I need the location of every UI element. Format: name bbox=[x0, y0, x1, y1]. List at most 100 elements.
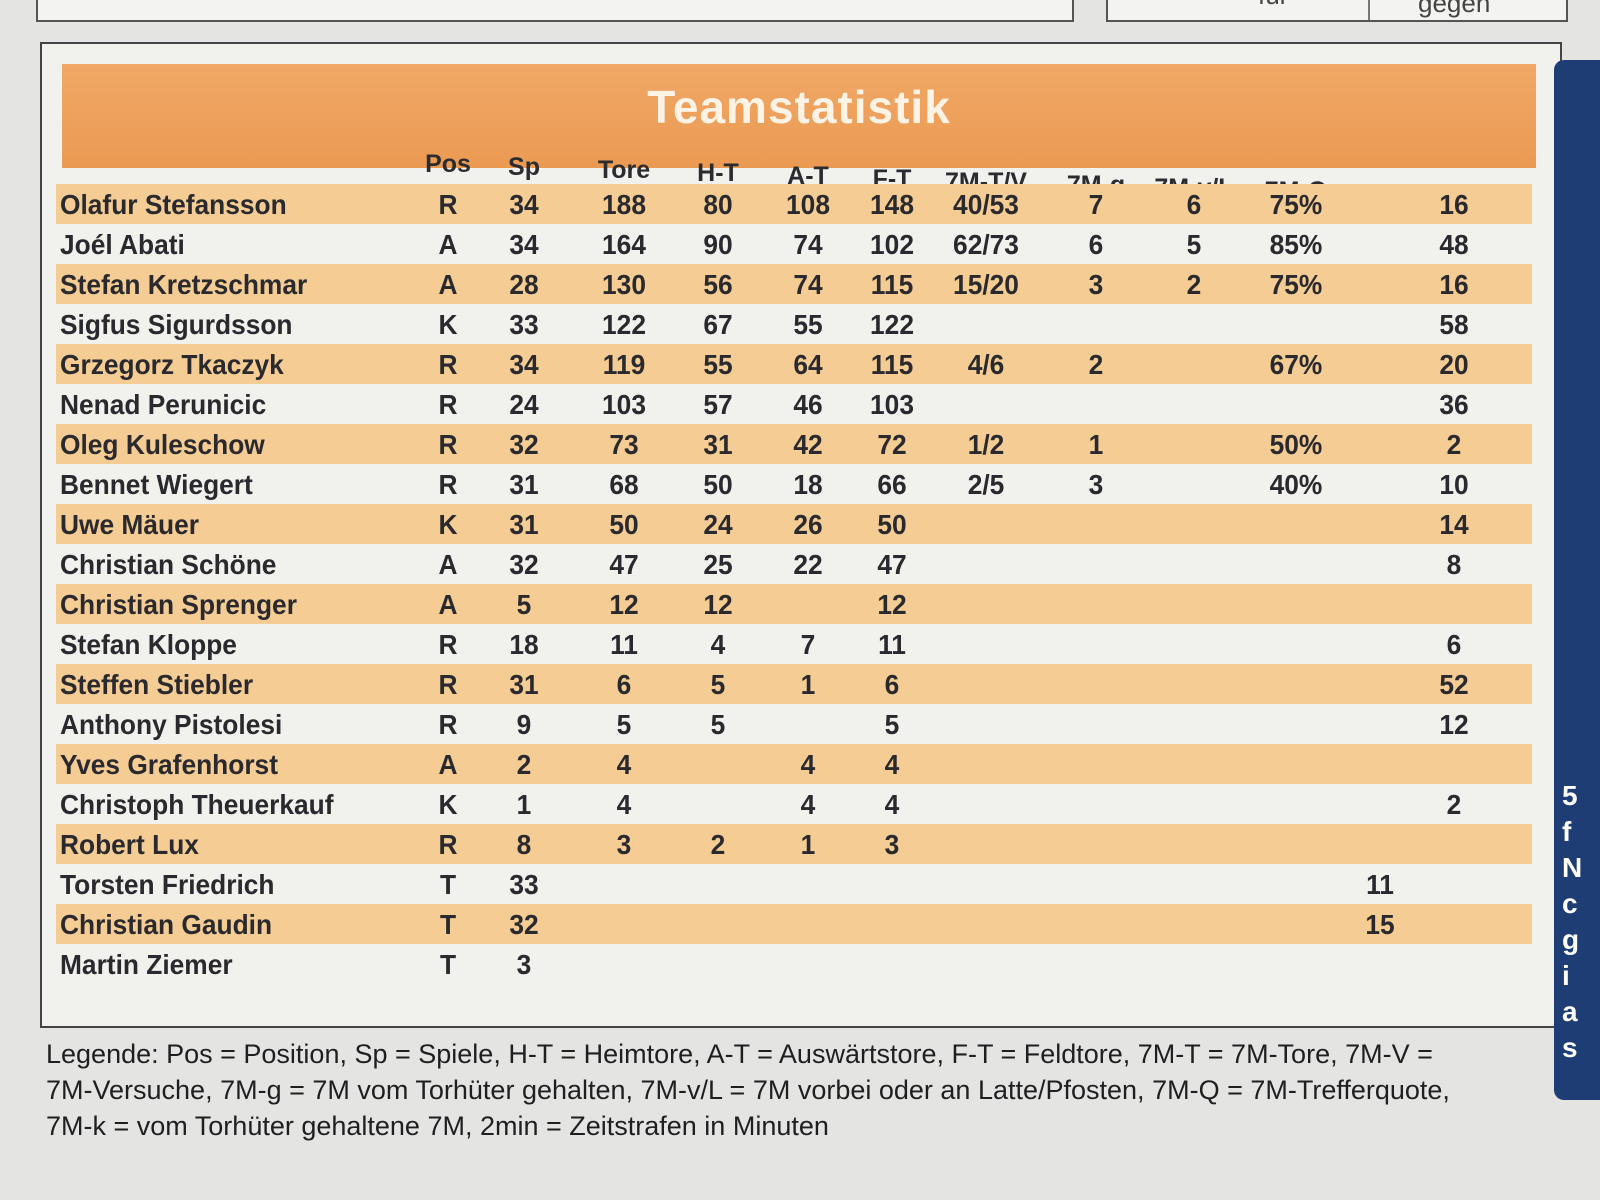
cell-pos: K bbox=[438, 789, 458, 820]
table-row: Bennet Wiegert R 31 68 50 18 66 2/5 3 40% 10 bbox=[56, 464, 1532, 504]
cell-sp: 31 bbox=[509, 509, 539, 540]
player-name: Nenad Perunicic bbox=[60, 389, 267, 420]
cell-sp: 34 bbox=[509, 229, 539, 260]
cell-ft: 102 bbox=[870, 229, 914, 260]
cell-at: 42 bbox=[793, 429, 823, 460]
cell-at: 74 bbox=[793, 269, 823, 300]
cell-min2: 20 bbox=[1439, 349, 1469, 380]
table-row: Sigfus Sigurdsson K 33 122 67 55 122 58 bbox=[56, 304, 1532, 344]
cell-at: 46 bbox=[793, 389, 823, 420]
cell-ft: 3 bbox=[884, 829, 900, 860]
cell-ft: 5 bbox=[884, 709, 900, 740]
table-row: Joél Abati A 34 164 90 74 102 62/73 6 5 85% 48 bbox=[56, 224, 1532, 264]
cell-min2: 48 bbox=[1439, 229, 1469, 260]
cell-mq: 67% bbox=[1269, 349, 1323, 380]
table-row: Yves Grafenhorst A 2 4 4 4 bbox=[56, 744, 1532, 784]
table-row: Stefan Kretzschmar A 28 130 56 74 115 15/20 3 2 75… bbox=[56, 264, 1532, 304]
column-header: Sp bbox=[508, 153, 540, 181]
cell-sp: 2 bbox=[516, 749, 532, 780]
cell-ht: 12 bbox=[703, 589, 733, 620]
cell-sp: 24 bbox=[509, 389, 539, 420]
cell-mq: 85% bbox=[1269, 229, 1323, 260]
cell-tore: 50 bbox=[609, 509, 639, 540]
cell-pos: R bbox=[438, 629, 458, 660]
cell-tore: 47 bbox=[609, 549, 639, 580]
cell-ht: 5 bbox=[710, 709, 726, 740]
title-bar: Teamstatistik bbox=[62, 64, 1536, 168]
cell-sp: 1 bbox=[516, 789, 532, 820]
cell-pos: A bbox=[438, 229, 458, 260]
cell-ht: 24 bbox=[703, 509, 733, 540]
cell-pos: T bbox=[439, 869, 457, 900]
player-name: Steffen Stiebler bbox=[60, 669, 254, 700]
table-row: Martin Ziemer T 3 bbox=[56, 944, 1532, 984]
table-row: Oleg Kuleschow R 32 73 31 42 72 1/2 1 50% 2 bbox=[56, 424, 1532, 464]
column-header: H-T bbox=[697, 159, 739, 187]
cell-at: 1 bbox=[800, 669, 816, 700]
cell-pos: A bbox=[438, 589, 458, 620]
table-row: Nenad Perunicic R 24 103 57 46 103 36 bbox=[56, 384, 1532, 424]
cell-sp: 32 bbox=[509, 909, 539, 940]
cell-min2: 16 bbox=[1439, 269, 1469, 300]
cell-min2: 12 bbox=[1439, 709, 1469, 740]
cell-at: 55 bbox=[793, 309, 823, 340]
player-name: Christian Gaudin bbox=[60, 909, 273, 940]
player-name: Christoph Theuerkauf bbox=[60, 789, 334, 820]
cell-tore: 130 bbox=[602, 269, 646, 300]
cell-mq: 50% bbox=[1269, 429, 1323, 460]
cell-pos: A bbox=[438, 549, 458, 580]
side-text-fragment: a bbox=[1562, 996, 1578, 1027]
cell-tore: 119 bbox=[602, 349, 646, 380]
cell-tore: 6 bbox=[616, 669, 632, 700]
table-row: Christian Schöne A 32 47 25 22 47 8 bbox=[56, 544, 1532, 584]
cell-mq: 75% bbox=[1269, 269, 1323, 300]
cell-pos: R bbox=[438, 429, 458, 460]
cell-pos: R bbox=[438, 349, 458, 380]
player-name: Sigfus Sigurdsson bbox=[60, 309, 293, 340]
cell-tore: 103 bbox=[602, 389, 646, 420]
cell-mtv: 4/6 bbox=[967, 349, 1005, 380]
cell-ht: 90 bbox=[703, 229, 733, 260]
cell-ft: 47 bbox=[877, 549, 907, 580]
cell-tore: 11 bbox=[610, 629, 638, 660]
cell-sp: 33 bbox=[509, 869, 539, 900]
cell-pos: R bbox=[438, 389, 458, 420]
cell-pos: R bbox=[438, 189, 458, 220]
table-row: Grzegorz Tkaczyk R 34 119 55 64 115 4/6 2 67% 20 bbox=[56, 344, 1532, 384]
player-name: Olafur Stefansson bbox=[60, 189, 287, 220]
cell-sp: 31 bbox=[509, 469, 539, 500]
legend-line: 7M-k = vom Torhüter gehaltene 7M, 2min =… bbox=[46, 1111, 829, 1141]
cell-ft: 4 bbox=[884, 789, 900, 820]
player-name: Christian Sprenger bbox=[60, 589, 297, 620]
table-row: Olafur Stefansson R 34 188 80 108 148 40/53 7 6 75… bbox=[56, 184, 1532, 224]
cell-min2: 2 bbox=[1446, 429, 1462, 460]
cell-mg: 1 bbox=[1088, 429, 1104, 460]
cell-min2: 52 bbox=[1439, 669, 1469, 700]
player-name: Uwe Mäuer bbox=[60, 509, 199, 540]
cell-pos: K bbox=[438, 309, 458, 340]
cell-min2: 58 bbox=[1439, 309, 1469, 340]
cell-tore: 73 bbox=[609, 429, 639, 460]
side-text-fragment: c bbox=[1562, 888, 1578, 919]
cell-pos: A bbox=[438, 269, 458, 300]
cell-pos: R bbox=[438, 469, 458, 500]
cell-tore: 12 bbox=[609, 589, 639, 620]
cell-ht: 4 bbox=[710, 629, 726, 660]
cell-sp: 5 bbox=[516, 589, 532, 620]
cell-tore: 188 bbox=[602, 189, 646, 220]
cell-ft: 72 bbox=[877, 429, 907, 460]
cell-tore: 3 bbox=[616, 829, 632, 860]
cell-tore: 5 bbox=[616, 709, 632, 740]
cell-mtv: 1/2 bbox=[967, 429, 1005, 460]
cell-mk: 11 bbox=[1366, 869, 1394, 900]
cell-ht: 50 bbox=[703, 469, 733, 500]
table-row: Robert Lux R 8 3 2 1 3 bbox=[56, 824, 1532, 864]
cell-at: 74 bbox=[793, 229, 823, 260]
cell-mg: 3 bbox=[1088, 269, 1104, 300]
legend-line: 7M-Versuche, 7M-g = 7M vom Torhüter geha… bbox=[46, 1075, 1450, 1105]
cell-ht: 57 bbox=[703, 389, 733, 420]
cell-min2: 2 bbox=[1446, 789, 1462, 820]
cell-pos: R bbox=[438, 829, 458, 860]
cell-ft: 50 bbox=[877, 509, 907, 540]
